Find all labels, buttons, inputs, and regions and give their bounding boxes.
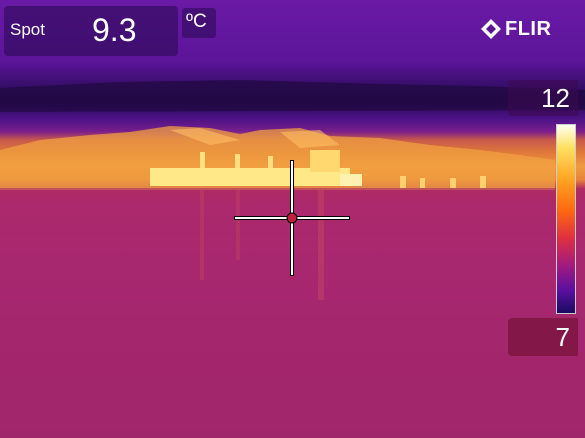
ship-superstructure bbox=[310, 150, 340, 172]
ship-mast bbox=[235, 154, 240, 168]
ship-mast bbox=[200, 152, 205, 168]
ship-reflection bbox=[236, 190, 240, 260]
spot-readout: Spot 9.3 bbox=[4, 6, 178, 56]
spot-temperature: 9.3 bbox=[92, 12, 137, 48]
ship-reflection bbox=[318, 190, 324, 300]
ship-hull bbox=[150, 168, 350, 186]
shore-light bbox=[450, 178, 456, 188]
scale-min-value: 7 bbox=[555, 322, 570, 352]
spot-label: Spot bbox=[10, 20, 45, 39]
scale-min-badge: 7 bbox=[508, 318, 578, 356]
scale-max-badge: 12 bbox=[508, 80, 578, 116]
scale-max-value: 12 bbox=[541, 83, 570, 113]
hill-highlights bbox=[170, 128, 340, 148]
color-scale-bar bbox=[556, 124, 576, 314]
temperature-unit: ºC bbox=[186, 11, 207, 32]
shore-light bbox=[400, 176, 406, 188]
flir-logo-text: FLIR bbox=[505, 17, 552, 40]
ship-bow bbox=[340, 174, 362, 186]
cloud-band bbox=[0, 80, 585, 112]
flir-diamond-icon bbox=[481, 19, 501, 39]
crosshair-icon bbox=[234, 160, 350, 276]
flir-logo: FLIR bbox=[480, 14, 551, 44]
ship-mast bbox=[268, 156, 273, 168]
shore-light bbox=[480, 176, 486, 188]
coastline-hills bbox=[0, 126, 555, 190]
ship-reflection bbox=[200, 190, 204, 280]
shore-light bbox=[420, 178, 425, 188]
unit-badge: ºC bbox=[182, 8, 216, 38]
